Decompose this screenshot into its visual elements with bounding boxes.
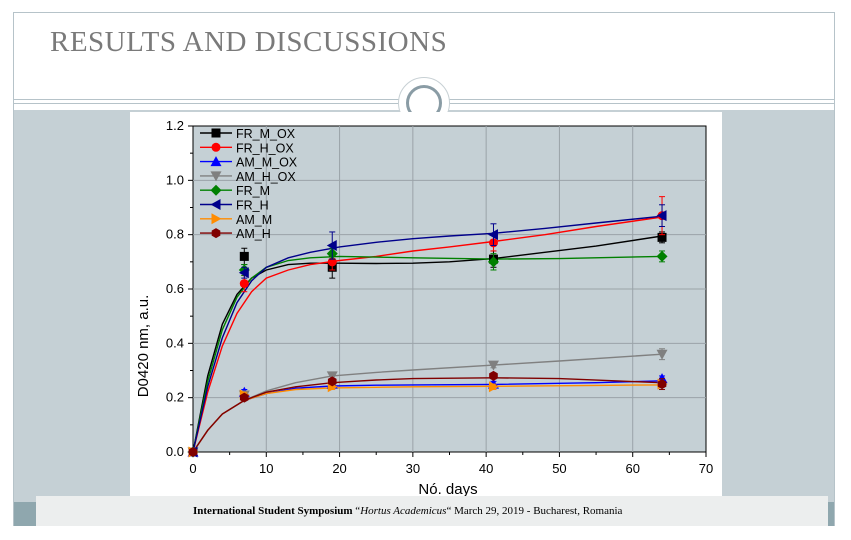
fit-curves	[192, 215, 663, 453]
y-tick-label: 0.4	[166, 335, 184, 350]
legend-label-fr-m: FR_M	[236, 184, 270, 198]
footer-accent-right	[828, 502, 834, 526]
y-tick-label: 1.2	[166, 118, 184, 133]
legend-marker-am-m-ox	[210, 156, 222, 167]
legend-marker-fr-h-ox	[211, 142, 221, 152]
legend-label-am-m: AM_M	[236, 213, 272, 227]
legend-label-fr-m-ox: FR_M_OX	[236, 127, 296, 141]
data-point-fr-m	[487, 256, 499, 268]
footer-bar	[36, 496, 828, 526]
data-point-am-h-ox	[656, 349, 668, 360]
legend-label-am-h-ox: AM_H_OX	[236, 170, 296, 184]
legend-marker-am-m	[211, 213, 222, 225]
chart-legend: FR_M_OXFR_H_OXAM_M_OXAM_H_OXFR_MFR_HAM_M…	[200, 127, 298, 241]
x-tick-label: 20	[332, 461, 346, 476]
y-tick-label: 1.0	[166, 172, 184, 187]
data-point-fr-m-ox	[657, 232, 667, 242]
fit-line-fr-h-ox	[192, 216, 663, 453]
data-point-fr-h-ox	[239, 279, 249, 289]
data-point-fr-m-ox	[239, 251, 249, 261]
footer-event: International Student Symposium	[193, 505, 353, 517]
data-point-fr-h	[656, 210, 667, 222]
legend-label-am-h: AM_H	[236, 227, 271, 241]
data-point-am-m	[488, 381, 499, 393]
legend-marker-fr-h	[210, 199, 221, 210]
data-point-am-h	[657, 379, 667, 390]
footer-accent-left	[14, 502, 36, 526]
legend-label-am-m-ox: AM_M_OX	[236, 156, 298, 170]
y-axis-label: D0420 nm, a.u.	[135, 295, 152, 398]
legend-label-fr-h: FR_H	[236, 199, 269, 213]
footer-date-place: “ March 29, 2019 - Bucharest, Romania	[446, 505, 623, 517]
data-point-am-h	[239, 392, 249, 403]
legend-marker-fr-m	[210, 184, 222, 196]
chart-grid	[192, 125, 707, 453]
data-point-fr-h	[487, 229, 498, 241]
footer-caption: International Student Symposium “Hortus …	[193, 505, 622, 517]
legend-marker-am-h	[211, 228, 221, 239]
x-tick-label: 10	[259, 461, 273, 476]
chart-panel: 0 10 20 30 40 50 60 70 0.0 0.2 0.4 0.6 0.8 1.0 1.2 FR_…	[130, 112, 722, 498]
slide-title: RESULTS AND DISCUSSIONS	[50, 26, 448, 58]
x-tick-label: 70	[699, 461, 713, 476]
y-tick-label: 0.2	[166, 390, 184, 405]
data-markers	[187, 196, 668, 458]
fit-line-am-h	[192, 377, 663, 453]
x-tick-label: 40	[479, 461, 493, 476]
data-point-fr-m	[656, 250, 668, 262]
footer-quote-open: “	[355, 505, 361, 517]
data-point-fr-h	[238, 267, 249, 279]
chart-axes: 0 10 20 30 40 50 60 70 0.0 0.2 0.4 0.6 0.8 1.0 1.2	[166, 118, 713, 476]
chart-svg: 0 10 20 30 40 50 60 70 0.0 0.2 0.4 0.6 0.8 1.0 1.2 FR_…	[135, 118, 713, 498]
x-tick-label: 30	[406, 461, 420, 476]
data-point-fr-h	[326, 240, 337, 252]
x-tick-label: 50	[552, 461, 566, 476]
x-tick-label: 60	[625, 461, 639, 476]
fit-line-fr-h	[192, 215, 663, 453]
data-point-am-h	[327, 376, 337, 387]
data-point-am-h	[489, 370, 498, 381]
y-tick-label: 0.6	[166, 281, 184, 296]
x-tick-label: 0	[189, 461, 196, 476]
legend-label-fr-h-ox: FR_H_OX	[236, 141, 294, 155]
legend-marker-fr-m-ox	[211, 128, 221, 138]
y-tick-label: 0.0	[166, 444, 184, 459]
footer-program: Hortus Academicus	[360, 505, 447, 517]
legend-marker-am-h-ox	[210, 171, 222, 182]
x-axis-label: Nó. days	[418, 481, 477, 498]
data-point-am-h-ox	[487, 360, 499, 371]
y-tick-label: 0.8	[166, 227, 184, 242]
data-point-am-h	[188, 447, 198, 457]
